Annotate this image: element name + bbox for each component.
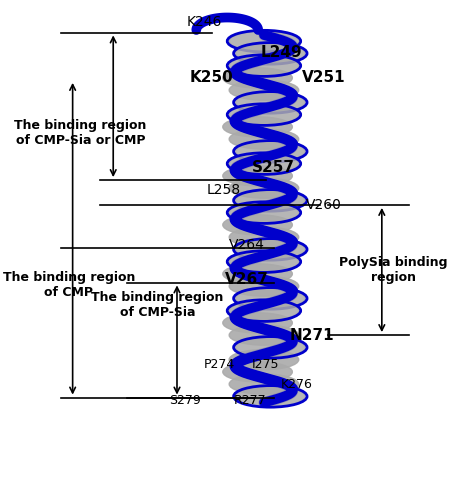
Ellipse shape bbox=[235, 142, 305, 162]
Ellipse shape bbox=[235, 386, 305, 406]
Ellipse shape bbox=[229, 276, 299, 296]
Text: V264: V264 bbox=[229, 238, 264, 252]
Text: PolySia binding
region: PolySia binding region bbox=[339, 256, 448, 284]
Text: I275: I275 bbox=[252, 358, 280, 372]
Ellipse shape bbox=[223, 264, 292, 284]
Ellipse shape bbox=[229, 227, 299, 247]
Text: V260: V260 bbox=[306, 198, 342, 212]
Text: S257: S257 bbox=[252, 160, 295, 175]
Ellipse shape bbox=[229, 31, 299, 51]
Text: L249: L249 bbox=[261, 45, 302, 60]
Ellipse shape bbox=[223, 215, 292, 235]
Ellipse shape bbox=[223, 362, 292, 382]
Text: V251: V251 bbox=[302, 70, 345, 85]
Text: N271: N271 bbox=[290, 328, 335, 342]
Ellipse shape bbox=[229, 80, 299, 100]
Ellipse shape bbox=[229, 325, 299, 345]
Text: L258: L258 bbox=[206, 183, 240, 197]
Text: K246: K246 bbox=[186, 16, 222, 30]
Text: The binding region
of CMP-Sia: The binding region of CMP-Sia bbox=[92, 291, 224, 319]
Ellipse shape bbox=[229, 374, 299, 394]
Text: V267: V267 bbox=[225, 272, 268, 287]
Ellipse shape bbox=[229, 178, 299, 198]
Text: The binding region
of CMP-Sia or CMP: The binding region of CMP-Sia or CMP bbox=[14, 118, 147, 146]
Ellipse shape bbox=[229, 202, 299, 222]
Text: S279: S279 bbox=[169, 394, 201, 406]
Ellipse shape bbox=[223, 117, 292, 137]
Text: P274: P274 bbox=[204, 358, 235, 372]
Ellipse shape bbox=[235, 240, 305, 260]
Ellipse shape bbox=[223, 313, 292, 333]
Ellipse shape bbox=[235, 92, 305, 112]
Ellipse shape bbox=[223, 68, 292, 88]
Ellipse shape bbox=[229, 350, 299, 370]
Ellipse shape bbox=[235, 338, 305, 357]
Ellipse shape bbox=[229, 300, 299, 320]
Text: K250: K250 bbox=[190, 70, 234, 85]
Text: K276: K276 bbox=[281, 378, 313, 392]
Ellipse shape bbox=[229, 252, 299, 272]
Ellipse shape bbox=[229, 104, 299, 124]
Ellipse shape bbox=[235, 44, 305, 64]
Ellipse shape bbox=[223, 166, 292, 186]
Ellipse shape bbox=[229, 154, 299, 174]
Text: The binding region
of CMP: The binding region of CMP bbox=[3, 271, 135, 299]
Ellipse shape bbox=[235, 288, 305, 308]
Text: R277: R277 bbox=[234, 394, 267, 406]
Ellipse shape bbox=[229, 56, 299, 76]
Ellipse shape bbox=[229, 129, 299, 149]
Ellipse shape bbox=[235, 190, 305, 210]
